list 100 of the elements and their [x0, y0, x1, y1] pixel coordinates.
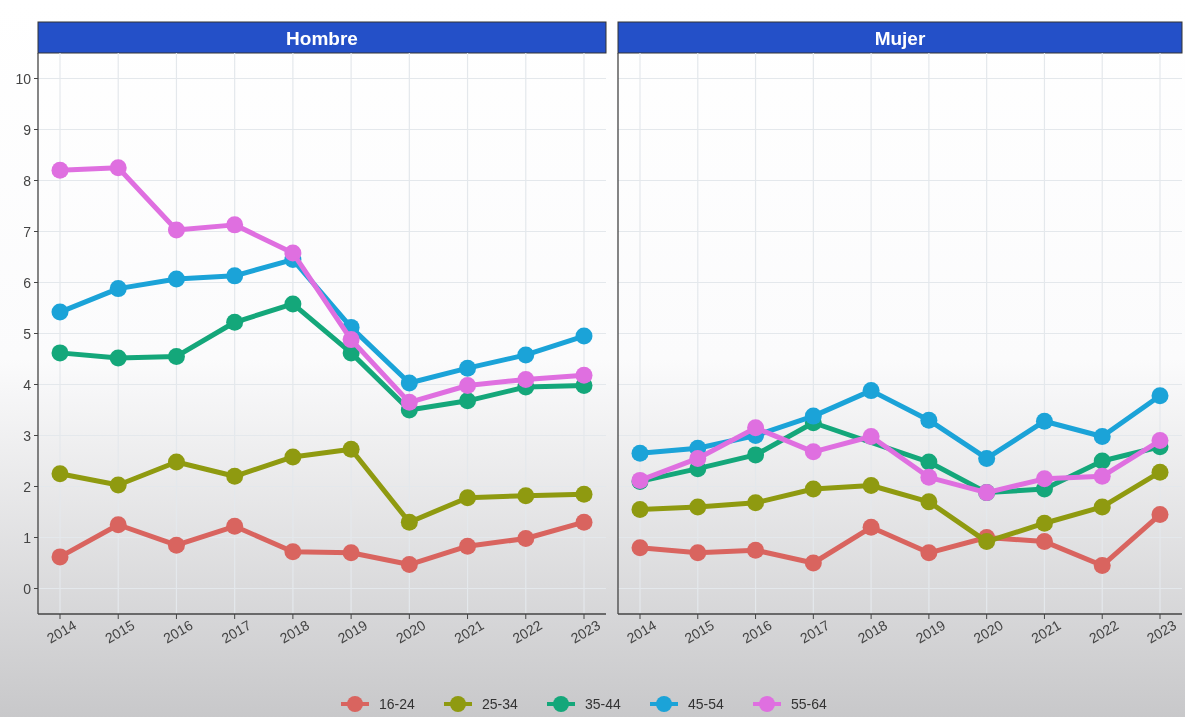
point [1093, 557, 1111, 575]
point [575, 327, 593, 345]
point [226, 267, 244, 285]
point [920, 544, 938, 562]
point [517, 370, 535, 388]
point [167, 221, 185, 239]
point [689, 544, 707, 562]
point [1035, 412, 1053, 430]
point [109, 349, 127, 367]
point [459, 392, 477, 410]
point [920, 468, 938, 486]
x-tick-label: 2022 [509, 616, 545, 647]
point [342, 440, 360, 458]
legend-label: 55-64 [791, 696, 828, 712]
point [459, 377, 477, 395]
point [284, 448, 302, 466]
point [459, 359, 477, 377]
y-tick-label: 4 [23, 376, 32, 393]
point [109, 476, 127, 494]
point [517, 346, 535, 364]
point [109, 280, 127, 298]
point [167, 270, 185, 288]
point [167, 347, 185, 365]
point [1093, 498, 1111, 516]
point [862, 476, 880, 494]
point [517, 530, 535, 548]
point [804, 480, 822, 498]
chart-title: Hombre [286, 27, 358, 49]
x-tick-label: 2018 [855, 616, 891, 647]
point [284, 295, 302, 313]
y-tick-label: 6 [23, 274, 32, 291]
x-tick-label: 2017 [218, 616, 254, 647]
legend-label: 16-24 [379, 696, 416, 712]
point [1035, 514, 1053, 532]
point [804, 407, 822, 425]
point [400, 374, 418, 392]
point [459, 537, 477, 555]
x-tick-label: 2022 [1086, 616, 1122, 647]
point [167, 453, 185, 471]
point [226, 216, 244, 234]
point [978, 533, 996, 551]
point [284, 543, 302, 561]
x-tick-label: 2023 [568, 616, 604, 647]
x-tick-label: 2015 [681, 616, 717, 647]
point [226, 313, 244, 331]
x-tick-label: 2021 [1028, 616, 1064, 647]
y-tick-label: 0 [23, 580, 32, 597]
point [747, 419, 765, 437]
point [1093, 428, 1111, 446]
x-tick-label: 2023 [1144, 616, 1180, 647]
chart-title: Mujer [874, 27, 926, 49]
point [575, 513, 593, 531]
point [284, 244, 302, 262]
point [51, 303, 69, 321]
point [51, 548, 69, 566]
legend-label: 45-54 [688, 696, 725, 712]
point [400, 513, 418, 531]
point [747, 494, 765, 512]
y-tick-label: 9 [23, 121, 32, 138]
point [167, 536, 185, 554]
point [1035, 470, 1053, 488]
x-tick-label: 2016 [739, 616, 775, 647]
legend-label: 35-44 [585, 696, 622, 712]
point [400, 556, 418, 574]
x-tick-label: 2019 [335, 616, 371, 647]
y-tick-label: 10 [15, 70, 32, 87]
point [51, 465, 69, 483]
y-tick-label: 3 [23, 427, 32, 444]
point [1151, 387, 1169, 405]
point [51, 161, 69, 179]
point [747, 541, 765, 559]
point [226, 517, 244, 535]
y-tick-label: 1 [23, 529, 32, 546]
point [920, 411, 938, 429]
point [920, 493, 938, 511]
point [109, 159, 127, 177]
x-tick-label: 2014 [624, 616, 660, 647]
point [631, 539, 649, 557]
x-tick-label: 2014 [44, 616, 80, 647]
point [1093, 452, 1111, 470]
point [978, 449, 996, 467]
point [575, 485, 593, 503]
point [459, 489, 477, 507]
point [342, 331, 360, 349]
point [1151, 432, 1169, 450]
point [51, 344, 69, 362]
point [1151, 463, 1169, 481]
x-tick-label: 2019 [912, 616, 949, 647]
x-tick-label: 2018 [276, 616, 313, 647]
y-tick-label: 2 [23, 478, 32, 495]
point [747, 446, 765, 464]
x-tick-label: 2020 [970, 616, 1006, 647]
point [689, 498, 707, 516]
point [400, 393, 418, 411]
point [631, 444, 649, 462]
x-tick-label: 2016 [160, 616, 196, 647]
point [226, 467, 244, 485]
y-tick-label: 8 [23, 172, 32, 189]
y-tick-label: 7 [23, 223, 32, 240]
point [804, 554, 822, 572]
